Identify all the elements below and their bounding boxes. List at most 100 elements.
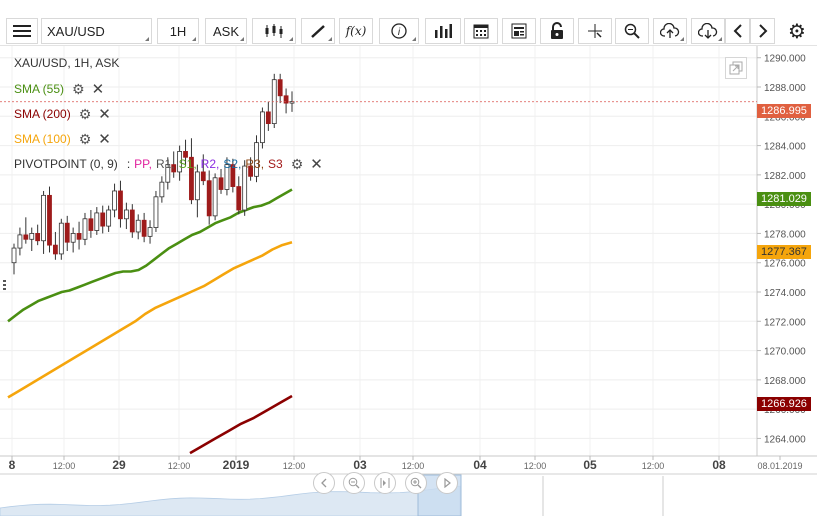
- menu-button[interactable]: [6, 18, 38, 44]
- candle-body: [153, 196, 159, 228]
- download-button[interactable]: [691, 18, 725, 44]
- x-tick-label: 03: [353, 458, 367, 472]
- y-tick-label: 1270.000: [764, 347, 806, 358]
- dropdown-corner-icon: [680, 37, 684, 41]
- candle-body: [189, 156, 194, 201]
- zoom-out-icon: [348, 477, 360, 489]
- function-button[interactable]: f(x): [339, 18, 373, 44]
- zoom-in-button[interactable]: [405, 472, 427, 494]
- candle-body: [58, 222, 64, 255]
- upload-icon: [660, 23, 680, 38]
- x-tick-label: 05: [583, 458, 597, 472]
- drag-handle-icon[interactable]: [3, 280, 6, 290]
- candle-body: [177, 151, 183, 173]
- arrow-right-icon: [758, 24, 767, 38]
- crosshair-button[interactable]: [578, 18, 612, 44]
- popout-button[interactable]: [725, 57, 747, 79]
- arrow-left-icon: [733, 24, 742, 38]
- timeframe-selector[interactable]: 1H: [157, 18, 199, 44]
- candle-body: [165, 164, 171, 183]
- gear-icon[interactable]: ⚙: [72, 80, 85, 97]
- candle-body: [64, 222, 70, 243]
- calendar-icon: [473, 24, 489, 39]
- candle-body: [159, 181, 165, 198]
- zoom-button[interactable]: [615, 18, 649, 44]
- draw-button[interactable]: [301, 18, 335, 44]
- settings-button[interactable]: ⚙: [781, 18, 813, 44]
- pivot-r1: R1,: [155, 157, 175, 171]
- reset-zoom-button[interactable]: [374, 472, 396, 494]
- y-tick-label: 1276.000: [764, 259, 806, 270]
- chart-area[interactable]: 1290.0001288.0001286.0001284.0001282.000…: [0, 46, 817, 516]
- price-chart[interactable]: 1290.0001288.0001286.0001284.0001282.000…: [0, 46, 817, 516]
- candle-body: [236, 186, 242, 211]
- template-button[interactable]: [502, 18, 536, 44]
- sma55-label: SMA (55): [14, 82, 65, 96]
- x-tick-label: 12:00: [168, 461, 191, 471]
- legend-sma100[interactable]: SMA (100) ⚙ ✕: [14, 130, 111, 149]
- gear-icon[interactable]: ⚙: [290, 155, 304, 172]
- price-type-label: ASK: [212, 23, 239, 39]
- close-icon[interactable]: ✕: [91, 81, 105, 98]
- candle-body: [53, 244, 58, 255]
- candle-body: [100, 212, 106, 227]
- pivot-label: PIVOTPOINT (0, 9): [14, 157, 118, 171]
- legend-sma55[interactable]: SMA (55) ⚙ ✕: [14, 80, 105, 99]
- y-tick-label: 1290.000: [764, 54, 806, 65]
- candle-body: [260, 111, 265, 144]
- candle-body: [23, 234, 29, 240]
- upload-button[interactable]: [653, 18, 687, 44]
- symbol-selector[interactable]: XAU/USD: [41, 18, 152, 44]
- zoom-out-button[interactable]: [343, 472, 365, 494]
- volume-button[interactable]: [425, 18, 461, 44]
- x-tick-label: 12:00: [283, 461, 306, 471]
- candle-body: [11, 247, 17, 264]
- x-tick-label: 12:00: [402, 461, 425, 471]
- sma-line: [189, 394, 293, 455]
- close-icon[interactable]: ✕: [98, 106, 111, 123]
- candlestick-icon: [265, 24, 283, 38]
- nav-prev-button[interactable]: [313, 472, 335, 494]
- sma-line: [7, 240, 293, 399]
- zoom-icon: [624, 23, 640, 39]
- legend-sma200[interactable]: SMA (200) ⚙ ✕: [14, 105, 111, 124]
- dropdown-corner-icon: [145, 37, 149, 41]
- candle-body: [141, 219, 147, 237]
- play-icon: [444, 478, 451, 488]
- timeframe-label: 1H: [169, 23, 187, 39]
- candle-body: [277, 79, 283, 97]
- gear-icon[interactable]: ⚙: [78, 130, 92, 147]
- nav-next-button[interactable]: [436, 472, 458, 494]
- chevron-left-icon: [321, 478, 327, 488]
- candle-body: [94, 212, 100, 231]
- x-tick-label: 29: [112, 458, 126, 472]
- price-type-selector[interactable]: ASK: [205, 18, 247, 44]
- legend-pivot[interactable]: PIVOTPOINT (0, 9) : PP, R1, S1, R2, S2, …: [14, 155, 323, 174]
- candle-body: [194, 171, 200, 201]
- toolbar: XAU/USD 1H ASK f(x) i: [0, 0, 817, 46]
- candle-body: [135, 219, 141, 233]
- candle-body: [41, 194, 46, 242]
- close-icon[interactable]: ✕: [98, 131, 111, 148]
- x-tick-label: 04: [473, 458, 487, 472]
- chart-type-button[interactable]: [252, 18, 296, 44]
- candles: [11, 73, 295, 275]
- info-button[interactable]: i: [379, 18, 419, 44]
- candle-body: [106, 209, 112, 227]
- x-tick-label: 12:00: [642, 461, 665, 471]
- lock-button[interactable]: [540, 18, 574, 44]
- pivot-pp: PP,: [134, 157, 152, 171]
- x-tick-label: 12:00: [524, 461, 547, 471]
- candle-body: [224, 164, 230, 190]
- scroll-right-button[interactable]: [750, 18, 775, 44]
- y-tick-label: 1278.000: [764, 229, 806, 240]
- candle-body: [265, 111, 271, 125]
- calendar-button[interactable]: [464, 18, 498, 44]
- function-icon: f(x): [345, 24, 367, 38]
- close-icon[interactable]: ✕: [310, 156, 323, 173]
- svg-text:i: i: [398, 27, 401, 38]
- y-tick-label: 1274.000: [764, 288, 806, 299]
- gear-icon[interactable]: ⚙: [78, 105, 92, 122]
- scroll-left-button[interactable]: [725, 18, 750, 44]
- gear-icon: ⚙: [788, 20, 806, 43]
